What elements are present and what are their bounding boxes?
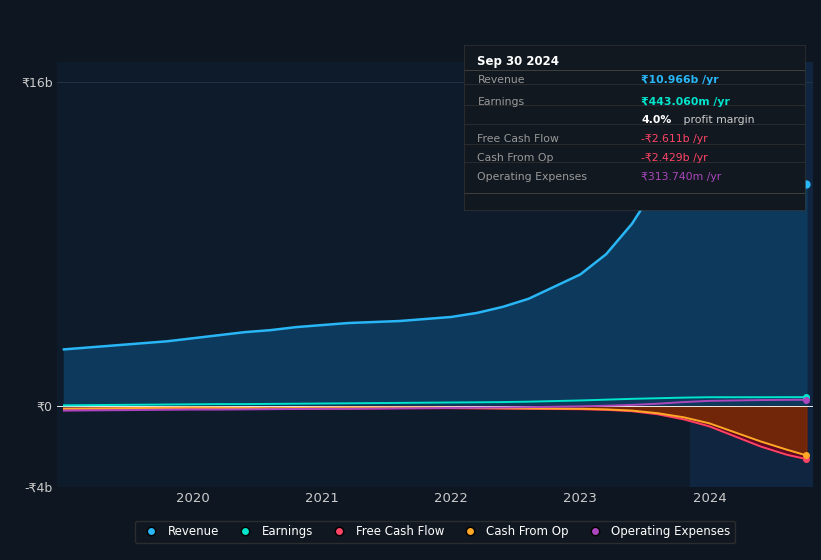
Text: Free Cash Flow: Free Cash Flow	[478, 134, 559, 144]
Bar	[690, 62, 819, 487]
Text: Sep 30 2024: Sep 30 2024	[478, 55, 559, 68]
Text: Earnings: Earnings	[478, 97, 525, 107]
Legend: Revenue, Earnings, Free Cash Flow, Cash From Op, Operating Expenses: Revenue, Earnings, Free Cash Flow, Cash …	[135, 521, 736, 543]
Text: 4.0%: 4.0%	[641, 115, 672, 125]
Text: Cash From Op: Cash From Op	[478, 153, 554, 163]
Text: Revenue: Revenue	[478, 74, 525, 85]
Text: ₹313.740m /yr: ₹313.740m /yr	[641, 172, 722, 182]
Text: Operating Expenses: Operating Expenses	[478, 172, 588, 182]
Text: ₹443.060m /yr: ₹443.060m /yr	[641, 97, 730, 107]
Text: -₹2.429b /yr: -₹2.429b /yr	[641, 153, 708, 163]
Text: ₹10.966b /yr: ₹10.966b /yr	[641, 74, 718, 85]
Text: profit margin: profit margin	[681, 115, 754, 125]
Text: -₹2.611b /yr: -₹2.611b /yr	[641, 134, 708, 144]
